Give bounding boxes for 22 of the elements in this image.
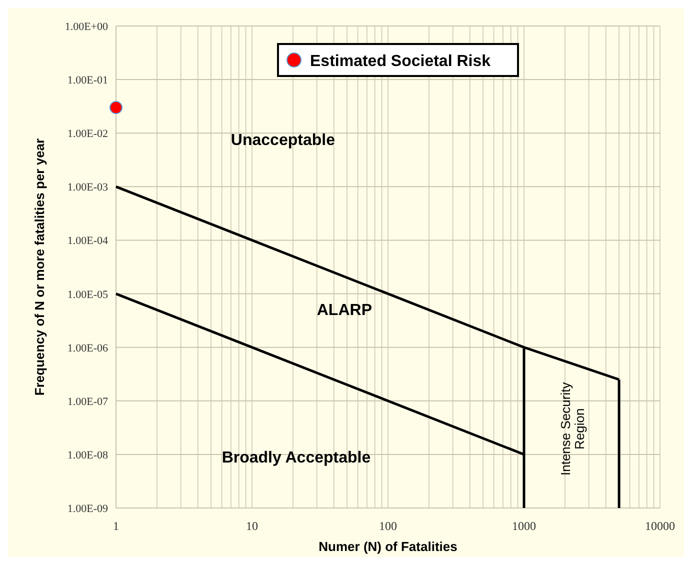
x-tick-label: 10000 [645, 519, 675, 533]
x-tick-label: 1 [113, 519, 119, 533]
y-tick-label: 1.00E+00 [64, 21, 108, 33]
y-tick-label: 1.00E-04 [67, 235, 108, 248]
y-tick-label: 1.00E-08 [67, 449, 108, 462]
annotation: Unacceptable [230, 132, 336, 149]
x-tick-label: 1000 [512, 519, 536, 533]
annotation: ALARP [316, 302, 372, 320]
annotation: Intense Security Region [558, 382, 587, 476]
y-tick-label: 1.00E-05 [67, 288, 108, 301]
y-tick-label: 1.00E-02 [67, 128, 108, 140]
legend-label: Estimated Societal Risk [310, 53, 491, 70]
x-tick-label: 10 [246, 519, 258, 533]
y-axis-title: Frequency of N or more fatalities per year [32, 138, 47, 396]
y-tick-label: 1.00E-07 [67, 396, 108, 408]
y-tick-label: 1.00E-01 [67, 74, 108, 87]
annotation: Broadly Acceptable [222, 450, 371, 467]
x-tick-label: 100 [379, 519, 397, 533]
x-axis-title: Numer (N) of Fatalities [318, 539, 458, 554]
y-tick-label: 1.00E-09 [67, 503, 108, 515]
y-tick-label: 1.00E-03 [67, 182, 108, 194]
y-tick-label: 1.00E-06 [67, 342, 108, 354]
